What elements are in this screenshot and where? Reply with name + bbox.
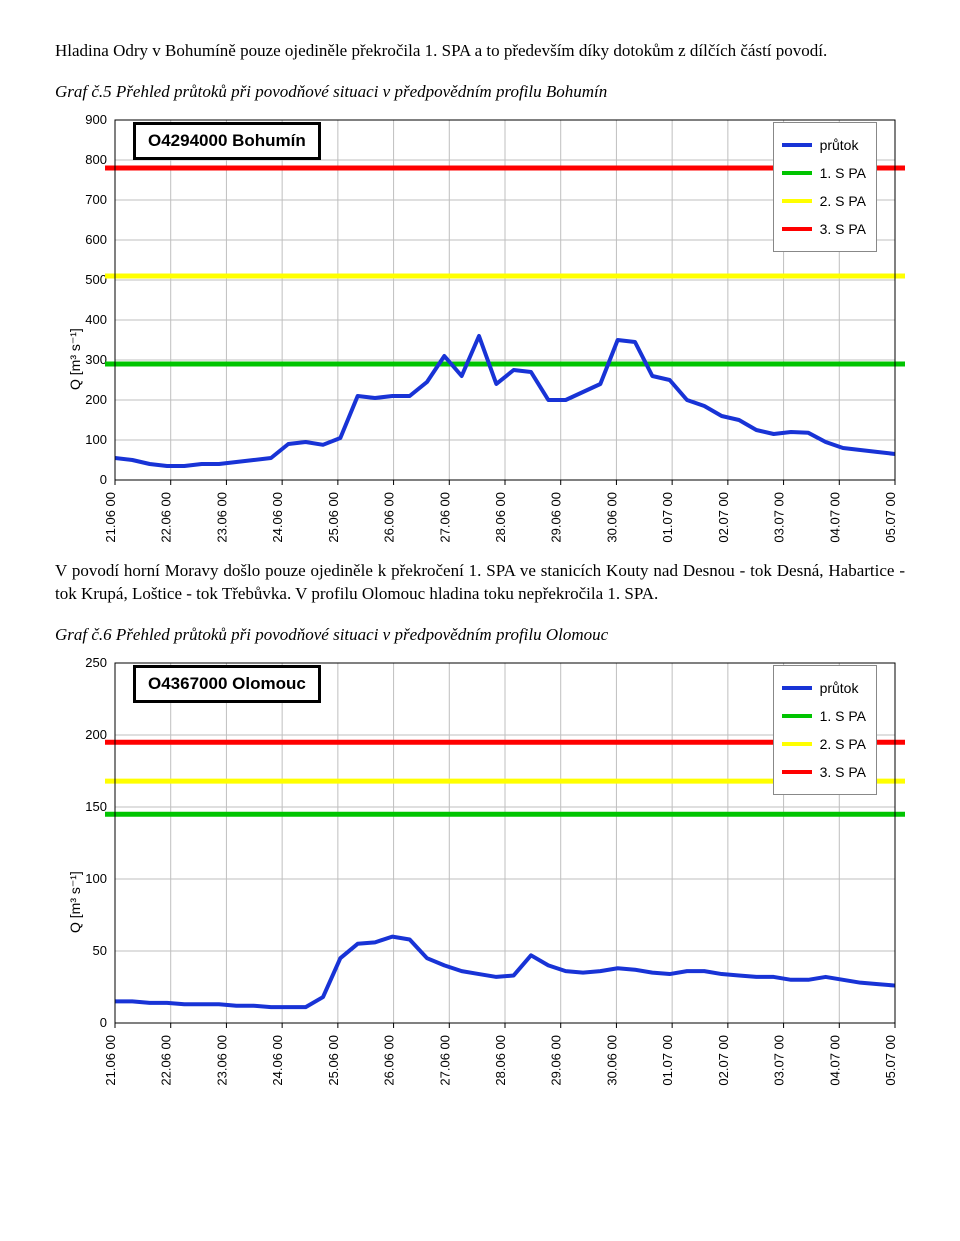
chart2-title-box: O4367000 Olomouc — [133, 665, 321, 703]
chart1-legend: průtok 1. S PA 2. S PA 3. S PA — [773, 122, 877, 252]
legend-swatch — [782, 714, 812, 718]
svg-text:150: 150 — [85, 799, 107, 814]
legend-label: 3. S PA — [820, 764, 866, 780]
legend-label: 1. S PA — [820, 165, 866, 181]
svg-text:02.07 00: 02.07 00 — [716, 492, 731, 543]
svg-text:05.07 00: 05.07 00 — [883, 1035, 898, 1086]
svg-text:300: 300 — [85, 352, 107, 367]
svg-text:04.07 00: 04.07 00 — [827, 492, 842, 543]
svg-text:28.06 00: 28.06 00 — [493, 1035, 508, 1086]
chart1-legend-item: 2. S PA — [782, 187, 866, 215]
chart1-legend-item: průtok — [782, 131, 866, 159]
svg-text:900: 900 — [85, 112, 107, 127]
chart2-legend-item: 3. S PA — [782, 758, 866, 786]
chart2-container: Q [m³ s⁻¹] 0 50 100 150 200 250 21.06 00 22.06 … — [55, 653, 905, 1093]
svg-text:02.07 00: 02.07 00 — [716, 1035, 731, 1086]
svg-text:22.06 00: 22.06 00 — [159, 1035, 174, 1086]
svg-text:400: 400 — [85, 312, 107, 327]
legend-swatch — [782, 171, 812, 175]
intro-para-1: Hladina Odry v Bohumíně pouze ojediněle … — [55, 40, 905, 63]
svg-text:25.06 00: 25.06 00 — [326, 1035, 341, 1086]
svg-text:27.06 00: 27.06 00 — [437, 1035, 452, 1086]
chart1-container: Q [m³ s⁻¹] 0 100 200 300 400 500 600 700 800 900 2… — [55, 110, 905, 550]
svg-text:03.07 00: 03.07 00 — [772, 1035, 787, 1086]
svg-text:24.06 00: 24.06 00 — [270, 492, 285, 543]
svg-text:21.06 00: 21.06 00 — [103, 1035, 118, 1086]
svg-text:28.06 00: 28.06 00 — [493, 492, 508, 543]
intro-para-2: V povodí horní Moravy došlo pouze ojedin… — [55, 560, 905, 606]
svg-text:29.06 00: 29.06 00 — [549, 492, 564, 543]
svg-text:100: 100 — [85, 871, 107, 886]
svg-text:250: 250 — [85, 655, 107, 670]
svg-text:30.06 00: 30.06 00 — [604, 1035, 619, 1086]
legend-label: 2. S PA — [820, 736, 866, 752]
legend-swatch — [782, 770, 812, 774]
svg-text:30.06 00: 30.06 00 — [604, 492, 619, 543]
chart2-ylabel: Q [m³ s⁻¹] — [67, 871, 84, 933]
svg-text:01.07 00: 01.07 00 — [660, 1035, 675, 1086]
svg-text:600: 600 — [85, 232, 107, 247]
legend-swatch — [782, 227, 812, 231]
svg-text:27.06 00: 27.06 00 — [437, 492, 452, 543]
svg-text:25.06 00: 25.06 00 — [326, 492, 341, 543]
svg-text:700: 700 — [85, 192, 107, 207]
svg-text:01.07 00: 01.07 00 — [660, 492, 675, 543]
svg-text:21.06 00: 21.06 00 — [103, 492, 118, 543]
svg-text:500: 500 — [85, 272, 107, 287]
chart2-legend: průtok 1. S PA 2. S PA 3. S PA — [773, 665, 877, 795]
chart1-title-box: O4294000 Bohumín — [133, 122, 321, 160]
chart2-legend-item: 2. S PA — [782, 730, 866, 758]
legend-label: 1. S PA — [820, 708, 866, 724]
svg-text:200: 200 — [85, 727, 107, 742]
chart1-legend-item: 3. S PA — [782, 215, 866, 243]
svg-text:100: 100 — [85, 432, 107, 447]
chart1-caption: Graf č.5 Přehled průtoků při povodňové s… — [55, 81, 905, 104]
legend-swatch — [782, 199, 812, 203]
svg-text:22.06 00: 22.06 00 — [159, 492, 174, 543]
svg-text:0: 0 — [100, 1015, 107, 1030]
legend-swatch — [782, 742, 812, 746]
svg-text:26.06 00: 26.06 00 — [382, 492, 397, 543]
svg-text:50: 50 — [93, 943, 107, 958]
legend-swatch — [782, 143, 812, 147]
chart2-legend-item: průtok — [782, 674, 866, 702]
svg-text:24.06 00: 24.06 00 — [270, 1035, 285, 1086]
legend-label: 3. S PA — [820, 221, 866, 237]
svg-text:26.06 00: 26.06 00 — [382, 1035, 397, 1086]
legend-swatch — [782, 686, 812, 690]
svg-text:04.07 00: 04.07 00 — [827, 1035, 842, 1086]
svg-text:23.06 00: 23.06 00 — [214, 1035, 229, 1086]
chart1-legend-item: 1. S PA — [782, 159, 866, 187]
chart1-ylabel: Q [m³ s⁻¹] — [67, 328, 84, 390]
svg-text:23.06 00: 23.06 00 — [214, 492, 229, 543]
legend-label: průtok — [820, 680, 859, 696]
svg-text:05.07 00: 05.07 00 — [883, 492, 898, 543]
svg-text:0: 0 — [100, 472, 107, 487]
chart2-legend-item: 1. S PA — [782, 702, 866, 730]
svg-text:03.07 00: 03.07 00 — [772, 492, 787, 543]
svg-text:800: 800 — [85, 152, 107, 167]
svg-text:29.06 00: 29.06 00 — [549, 1035, 564, 1086]
legend-label: 2. S PA — [820, 193, 866, 209]
chart2-caption: Graf č.6 Přehled průtoků při povodňové s… — [55, 624, 905, 647]
legend-label: průtok — [820, 137, 859, 153]
svg-text:200: 200 — [85, 392, 107, 407]
